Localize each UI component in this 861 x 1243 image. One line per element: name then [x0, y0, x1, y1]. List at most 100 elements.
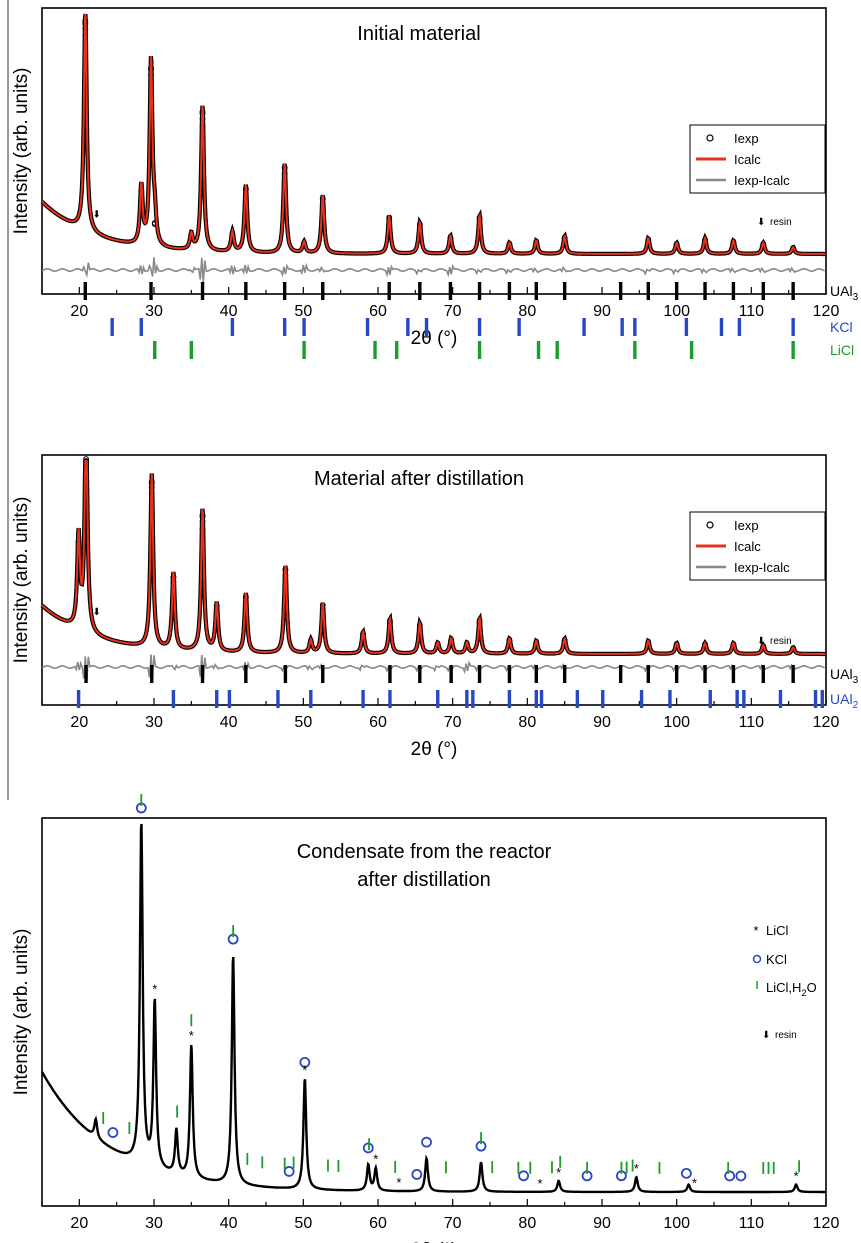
condensate-x-tick-label: 30	[145, 1215, 163, 1232]
material-after-distillation-phase-tick	[534, 690, 538, 708]
initial-material-icalc-line	[41, 13, 826, 255]
material-after-distillation-phase-tick	[244, 665, 248, 683]
initial-material-phase-tick	[534, 282, 538, 300]
initial-material-legend-entry: Iexp	[734, 131, 759, 146]
material-after-distillation-x-tick-label: 90	[593, 714, 611, 731]
material-after-distillation-phase-tick	[778, 690, 783, 708]
material-after-distillation-phase-tick	[388, 665, 392, 683]
condensate-pattern-line	[40, 823, 826, 1194]
material-after-distillation-phase-tick	[215, 690, 219, 708]
initial-material-phase-tick	[387, 282, 391, 300]
material-after-distillation-x-tick-label: 80	[518, 714, 536, 731]
material-after-distillation-phase-tick	[674, 665, 679, 683]
material-after-distillation-phase-tick	[84, 665, 88, 683]
initial-material-phase-tick	[791, 282, 795, 300]
material-after-distillation-phase-tick	[534, 665, 538, 683]
initial-material-phase-tick	[424, 318, 429, 336]
initial-material-resin-symbol: ⬇	[757, 217, 765, 228]
initial-material-phase-tick	[302, 341, 306, 359]
condensate-liclh2o-markers	[102, 794, 801, 1174]
initial-material-phase-tick	[477, 341, 482, 359]
initial-material-phase-tick	[791, 318, 795, 336]
condensate-x-tick-label: 80	[518, 1215, 536, 1232]
initial-material-phase-tick	[646, 282, 650, 300]
condensate-x-tick-label: 50	[294, 1215, 312, 1232]
condensate-x-tick-label: 90	[593, 1215, 611, 1232]
condensate-licl-markers: * * * * * * * * * *	[152, 981, 798, 1190]
condensate-licl-marker: *	[692, 1175, 697, 1190]
material-after-distillation-phase-tick	[507, 665, 512, 683]
initial-material-phase-tick	[110, 318, 114, 336]
material-after-distillation-title: Material after distillation	[314, 468, 524, 490]
condensate-legend-entry: KCl	[766, 952, 787, 967]
condensate-x-tick-label: 40	[220, 1215, 238, 1232]
initial-material-x-tick-label: 40	[220, 303, 238, 320]
condensate-kcl-marker	[107, 1127, 119, 1138]
condensate-licl-marker: *	[794, 1169, 799, 1184]
initial-material-x-axis-label: 2θ (°)	[411, 328, 458, 349]
initial-material-phase-tick	[282, 282, 287, 300]
initial-material-iexp-points	[82, 17, 797, 253]
condensate-x-tick-label: 120	[813, 1215, 840, 1232]
condensate-resin-symbol: ⬇	[762, 1030, 770, 1041]
condensate-legend-licl-symbol: *	[753, 923, 758, 938]
condensate-licl-marker: *	[396, 1175, 401, 1190]
initial-material-legend: Iexp Icalc Iexp-Icalc	[689, 124, 826, 194]
condensate-x-tick-label: 60	[369, 1215, 387, 1232]
initial-material-phase-tick	[517, 318, 521, 336]
material-after-distillation-resin-symbol: ⬇	[757, 636, 765, 647]
initial-material-phase-tick	[149, 282, 153, 300]
initial-material-x-tick-label: 50	[294, 303, 312, 320]
condensate-chart: 20 30 40 50 60 70 80 90 100 110 120 2θ (°) Intensity…	[11, 794, 839, 1243]
material-after-distillation-phase-tick	[150, 665, 154, 683]
initial-material-x-tick-label: 70	[444, 303, 462, 320]
initial-material-x-tick-label: 90	[593, 303, 611, 320]
initial-material-phase-tick	[477, 318, 482, 336]
material-after-distillation-phase-tick	[227, 690, 232, 708]
initial-material-phase-tick	[761, 282, 765, 300]
initial-material-phase-tick	[719, 318, 724, 336]
initial-material-phase-tick	[477, 282, 482, 300]
initial-material-phase-tick	[674, 282, 679, 300]
initial-material-phase-tick	[200, 282, 205, 300]
initial-material-phase-tick	[791, 341, 795, 359]
condensate-x-tick-label: 110	[739, 1215, 765, 1232]
initial-material-phase-tick	[302, 318, 306, 336]
initial-material-phase-tick	[153, 341, 157, 359]
material-after-distillation-x-tick-label: 20	[70, 714, 88, 731]
material-after-distillation-x-axis-label: 2θ (°)	[411, 739, 458, 760]
condensate-licl-marker: *	[556, 1165, 561, 1180]
material-after-distillation-legend-entry: Iexp-Icalc	[734, 560, 790, 575]
initial-material-phase-tick	[731, 282, 736, 300]
initial-material-phase-tick	[620, 318, 624, 336]
material-after-distillation-x-tick-label: 100	[663, 714, 690, 731]
condensate-licl-marker: *	[189, 1028, 194, 1043]
material-after-distillation-phase-tick	[813, 690, 818, 708]
material-after-distillation-x-tick-label: 40	[220, 714, 238, 731]
initial-material-phase-tick	[562, 282, 567, 300]
material-after-distillation-phase-tick	[820, 690, 824, 708]
initial-material-phase-tick	[448, 282, 453, 300]
material-after-distillation-resin-arrow: ⬇	[93, 607, 101, 618]
material-after-distillation-phase-tick	[418, 665, 422, 683]
initial-material-phase-tick	[189, 341, 194, 359]
material-after-distillation-phase-tick	[735, 690, 739, 708]
initial-material-phase-tick	[394, 341, 399, 359]
material-after-distillation-phase-tick	[791, 665, 795, 683]
material-after-distillation-phase-tick	[388, 690, 392, 708]
condensate-licl-marker: *	[373, 1152, 378, 1167]
material-after-distillation-phase-tick	[742, 690, 746, 708]
initial-material-phase-tick	[244, 282, 248, 300]
condensate-resin-label: resin	[775, 1030, 797, 1041]
material-after-distillation-phase-tick	[76, 690, 81, 708]
material-after-distillation-phase-tick	[507, 690, 512, 708]
material-after-distillation-phase-tick	[562, 665, 567, 683]
material-after-distillation-phase-tick	[639, 690, 644, 708]
condensate-x-tick-label: 100	[663, 1215, 690, 1232]
initial-material-phase-tick	[536, 341, 541, 359]
initial-material-phase-tick	[83, 282, 88, 300]
material-after-distillation-x-tick-label: 30	[145, 714, 163, 731]
initial-material-phase-tick	[703, 282, 707, 300]
condensate-kcl-marker	[411, 1169, 423, 1180]
initial-material-title: Initial material	[357, 23, 480, 45]
